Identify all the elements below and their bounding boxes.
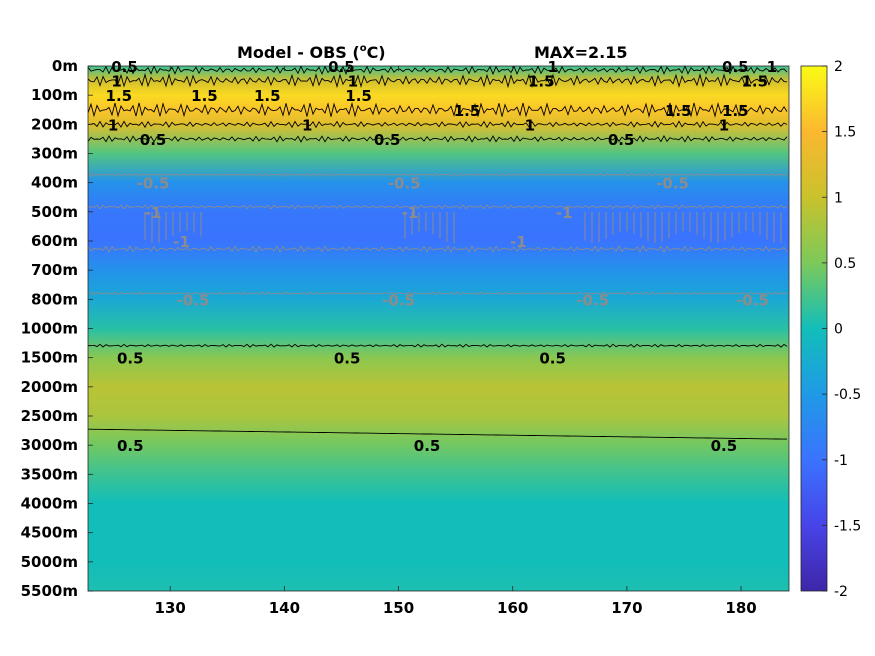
contour-label: 0.5 [711,437,738,455]
contour-line-1-5 [88,101,788,118]
contour-label: 0.5 [111,58,138,76]
contour-label: 1 [108,116,118,134]
x-tick-label: 170 [611,599,642,617]
contour-label: 1.5 [665,102,692,120]
contour-label: 1.5 [254,87,281,105]
y-tick-label: 5500m [21,582,78,600]
contour-label: 1 [525,116,535,134]
contour-label: 1.5 [722,102,749,120]
contour-labels: 0.510.5 1 0.5 11.5 1.5 1.511.51.5 1.51.5 1.5 1.5… [106,58,778,455]
x-tick-label: 150 [383,599,414,617]
colorbar-tick-label: 1.5 [834,125,856,141]
x-axis: 130 140 150 160 170 180 [155,66,757,617]
contour-label: 0.5 [117,437,144,455]
plot-area: 0.510.5 1 0.5 11.5 1.5 1.511.51.5 1.51.5 1.5 1.5… [87,58,790,592]
contour-line-0-5-top [88,66,788,76]
contour-label: 1.5 [528,73,555,91]
y-tick-label: 300m [31,145,78,163]
y-tick-label: 2000m [21,378,78,396]
contour-label: 1 [348,73,358,91]
y-tick-label: 800m [31,290,78,308]
contour-label: 0.5 [539,350,566,368]
max-value-label: MAX=2.15 [534,43,628,62]
colorbar-tick-label: -0.5 [834,387,861,403]
contour-label: 0.5 [140,131,167,149]
contour-label: -1 [145,204,162,222]
contour-label: -1 [510,233,527,251]
contour-label: 1.5 [345,87,372,105]
contour-label: 1 [767,58,777,76]
contour-label: 0.5 [722,58,749,76]
contour-label: 0.5 [334,350,361,368]
contour-line-1-top [88,72,788,89]
contour-lines [88,66,788,440]
y-tick-label: 700m [31,261,78,279]
colorbar-tick-label: 2 [834,59,843,75]
y-tick-label: 400m [31,174,78,192]
chart-title: Model - OBS (oC) [237,43,386,62]
contour-line-0-5-deep [88,428,787,440]
y-tick-label: 4500m [21,524,78,542]
y-tick-label: 2500m [21,407,78,425]
contour-label: -1 [173,233,190,251]
contour-label: 1 [302,116,312,134]
colorbar: 2 1.5 1 0.5 0 -0.5 -1 -1.5 -2 [800,59,861,600]
contour-line-neg-0-5-lower [88,291,787,296]
contour-label: 1.5 [454,102,481,120]
y-tick-label: 0m [52,57,78,75]
contour-label: 1 [547,58,557,76]
contour-line-neg-1-upper [88,204,788,210]
colorbar-tick-label: -1.5 [834,518,861,534]
contour-line-0-5 [88,134,788,143]
y-tick-label: 500m [31,203,78,221]
y-axis: 0m 100m 200m 300m 400m 500m 600m 700m 800m 1000m 1… [21,57,93,600]
contour-label: 1.5 [191,87,218,105]
contour-label: -1 [556,204,573,222]
colorbar-tick-label: -2 [834,584,848,600]
colorbar-tick-label: 1 [834,190,843,206]
contour-label: -0.5 [382,291,415,309]
contour-label: 0.5 [374,131,401,149]
y-tick-label: 1500m [21,349,78,367]
contour-label: 0.5 [608,131,635,149]
y-tick-label: 100m [31,86,78,104]
x-tick-label: 140 [269,599,300,617]
contour-label: -0.5 [576,291,609,309]
contour-label: -0.5 [736,291,769,309]
y-tick-label: 4000m [21,495,78,513]
contour-line-0-5-mid [88,343,788,348]
y-tick-label: 3500m [21,465,78,483]
y-tick-label: 200m [31,115,78,133]
colorbar-ticks: 2 1.5 1 0.5 0 -0.5 -1 -1.5 -2 [822,59,861,600]
y-tick-label: 3000m [21,436,78,454]
contour-label: -0.5 [137,175,170,193]
x-tick-label: 130 [155,599,186,617]
y-tick-label: 1000m [21,320,78,338]
contour-label: 0.5 [328,58,355,76]
contour-line-1 [88,120,788,129]
y-tick-label: 5000m [21,553,78,571]
contour-label: -0.5 [656,175,689,193]
contour-label: 1 [719,116,729,134]
heatmap-field [88,66,789,591]
y-tick-label: 600m [31,232,78,250]
contour-line-neg-1-lower [88,245,788,253]
contour-label: -1 [402,204,419,222]
contour-label: 1.5 [741,73,768,91]
colorbar-tick-label: 0.5 [834,256,856,272]
contour-label: -0.5 [388,175,421,193]
contour-label: 1 [111,73,121,91]
contour-label: 1.5 [106,87,133,105]
contour-label: -0.5 [177,291,210,309]
colorbar-tick-label: 0 [834,322,843,338]
x-tick-label: 160 [497,599,528,617]
contour-line-neg-0-5-upper [88,172,788,177]
contour-label: 0.5 [117,350,144,368]
x-tick-label: 180 [725,599,756,617]
colorbar-tick-label: -1 [834,453,848,469]
contour-label: 0.5 [414,437,441,455]
